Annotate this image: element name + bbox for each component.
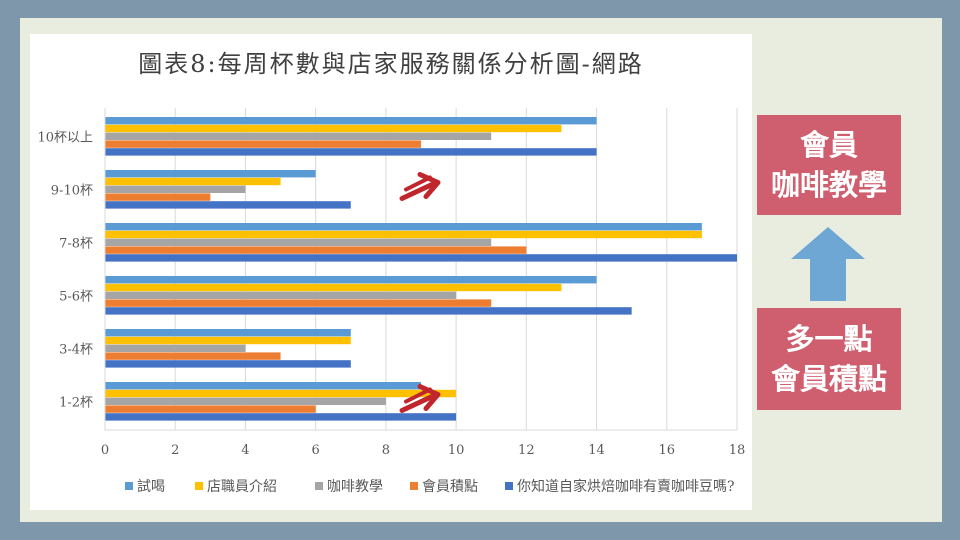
bar <box>105 124 562 133</box>
bar <box>105 177 281 186</box>
legend-label: 會員積點 <box>422 479 478 495</box>
note-top-line-1: 會員 <box>799 128 858 162</box>
more-member-points-box: 多一點 會員積點 <box>757 308 901 410</box>
bar <box>105 389 457 398</box>
x-tick-label: 16 <box>659 443 676 458</box>
bar <box>105 352 281 360</box>
bar <box>105 307 632 315</box>
legend-label: 試喝 <box>137 479 165 495</box>
x-tick-label: 0 <box>101 443 109 458</box>
bar <box>105 329 351 337</box>
chart-panel: 圖表8:每周杯數與店家服務關係分析圖-網路 0 2 4 6 8 10 12 14 16 18 10杯… <box>30 34 752 510</box>
bar <box>105 405 316 413</box>
legend: 試喝 店職員介紹 咖啡教學 會員積點 你知道自家烘焙咖啡有賣咖啡豆嗎? <box>125 478 735 495</box>
x-tick-label: 8 <box>382 443 390 458</box>
chart-title: 圖表8:每周杯數與店家服務關係分析圖-網路 <box>138 50 644 78</box>
gridlines <box>104 108 738 430</box>
legend-label: 店職員介紹 <box>207 479 277 495</box>
note-top-line-2: 咖啡教學 <box>770 168 887 202</box>
legend-label: 咖啡教學 <box>327 479 383 495</box>
bar <box>105 201 351 209</box>
bar <box>105 238 492 246</box>
legend-swatch <box>505 482 513 490</box>
bar <box>105 170 316 178</box>
legend-item: 試喝 <box>125 479 165 495</box>
y-tick-label: 10杯以上 <box>37 131 93 146</box>
y-tick-label: 5-6杯 <box>59 290 93 305</box>
x-tick-label: 6 <box>312 443 320 458</box>
legend-item: 你知道自家烘焙咖啡有賣咖啡豆嗎? <box>505 478 735 495</box>
x-tick-label: 12 <box>518 443 535 458</box>
legend-swatch <box>195 482 203 490</box>
y-tick-label: 7-8杯 <box>59 237 93 252</box>
bar <box>105 382 421 390</box>
bar <box>105 283 562 292</box>
bar <box>105 230 702 239</box>
bar <box>105 140 421 148</box>
bar <box>105 193 211 201</box>
bar <box>105 117 597 125</box>
bar <box>105 344 246 352</box>
x-tick-label: 4 <box>241 443 249 458</box>
legend-label: 你知道自家烘焙咖啡有賣咖啡豆嗎? <box>517 478 735 495</box>
bar <box>105 276 597 284</box>
note-bottom-line-2: 會員積點 <box>770 362 887 396</box>
bar <box>105 336 351 345</box>
legend-item: 店職員介紹 <box>195 479 277 495</box>
bar <box>105 291 457 299</box>
legend-item: 咖啡教學 <box>315 479 383 495</box>
axes: 0 2 4 6 8 10 12 14 16 18 10杯以上 9-10杯 7-8杯 5-6杯 3-4杯 1-2… <box>37 108 745 458</box>
y-tick-label: 1-2杯 <box>59 396 93 411</box>
annotation-arrow-icon <box>399 172 441 201</box>
bar <box>105 148 597 156</box>
bar-chart: 0 2 4 6 8 10 12 14 16 18 10杯以上 9-10杯 7-8杯 5-6杯 3-4杯 1-2… <box>37 108 745 495</box>
bar <box>105 132 492 140</box>
bars <box>105 117 737 421</box>
legend-swatch <box>125 482 133 490</box>
legend-item: 會員積點 <box>410 479 478 495</box>
y-tick-label: 3-4杯 <box>59 343 93 358</box>
bar <box>105 246 527 254</box>
member-coffee-class-box: 會員 咖啡教學 <box>757 115 901 215</box>
bar <box>105 397 386 405</box>
x-tick-label: 18 <box>729 443 746 458</box>
bar <box>105 413 457 421</box>
up-arrow-icon <box>791 227 865 301</box>
annotation-arrow-icon <box>399 384 441 413</box>
x-tick-label: 10 <box>448 443 465 458</box>
x-tick-label: 14 <box>588 443 605 458</box>
annotations <box>399 172 441 413</box>
legend-swatch <box>410 482 418 490</box>
bar <box>105 223 702 231</box>
x-tick-label: 2 <box>171 443 179 458</box>
note-bottom-line-1: 多一點 <box>785 322 873 356</box>
y-tick-label: 9-10杯 <box>51 184 93 199</box>
legend-swatch <box>315 482 323 490</box>
bar <box>105 185 246 193</box>
bar <box>105 360 351 368</box>
bar <box>105 299 492 307</box>
bar <box>105 254 737 262</box>
